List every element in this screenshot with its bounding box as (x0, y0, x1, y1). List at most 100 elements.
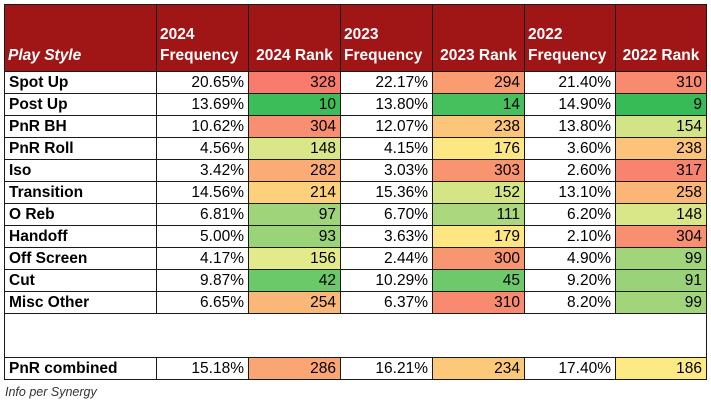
play-style-cell: Handoff (4, 225, 157, 248)
footnote: Info per Synergy (5, 385, 97, 399)
play-style-table: Play Style 2024 Frequency 2024 Rank 2023 F… (4, 4, 707, 380)
spacer-cell (4, 313, 707, 358)
frequency-2024-cell: 3.42% (156, 159, 249, 182)
table-row: Transition 14.56% 214 15.36% 152 13.10% 258 (4, 181, 707, 204)
table-row: Off Screen 4.17% 156 2.44% 300 4.90% 99 (4, 247, 707, 270)
table-row: Handoff 5.00% 93 3.63% 179 2.10% 304 (4, 225, 707, 248)
rank-2023-cell: 238 (432, 115, 525, 138)
combined-row: PnR combined 15.18% 286 16.21% 234 17.40% 186 (4, 357, 707, 380)
frequency-2022-cell: 6.20% (524, 203, 616, 226)
rank-2023-cell: 111 (432, 203, 525, 226)
frequency-2023-cell: 2.44% (340, 247, 433, 270)
header-year: 2023 (344, 26, 379, 43)
frequency-2023-cell: 15.36% (340, 181, 433, 204)
rank-2023-cell: 303 (432, 159, 525, 182)
rank-2022-cell: 154 (615, 115, 707, 138)
header-rank-2023: 2023 Rank (432, 4, 525, 72)
rank-2023-cell: 300 (432, 247, 525, 270)
rank-2024-cell: 10 (248, 93, 341, 116)
play-style-cell: Post Up (4, 93, 157, 116)
rank-2023-cell: 234 (432, 357, 525, 380)
rank-2022-cell: 304 (615, 225, 707, 248)
frequency-2024-cell: 15.18% (156, 357, 249, 380)
header-frequency: Frequency (344, 47, 423, 64)
rank-2022-cell: 317 (615, 159, 707, 182)
rank-2024-cell: 156 (248, 247, 341, 270)
play-style-cell: Transition (4, 181, 157, 204)
frequency-2022-cell: 9.20% (524, 269, 616, 292)
table-row: PnR BH 10.62% 304 12.07% 238 13.80% 154 (4, 115, 707, 138)
frequency-2022-cell: 17.40% (524, 357, 616, 380)
header-freq-2022: 2022 Frequency (524, 4, 616, 72)
frequency-2024-cell: 4.56% (156, 137, 249, 160)
frequency-2022-cell: 13.10% (524, 181, 616, 204)
frequency-2024-cell: 10.62% (156, 115, 249, 138)
header-freq-2023: 2023 Frequency (340, 4, 433, 72)
header-frequency: Frequency (160, 47, 239, 64)
table-row: Spot Up 20.65% 328 22.17% 294 21.40% 310 (4, 71, 707, 94)
rank-2023-cell: 179 (432, 225, 525, 248)
table-row: Cut 9.87% 42 10.29% 45 9.20% 91 (4, 269, 707, 292)
frequency-2022-cell: 21.40% (524, 71, 616, 94)
frequency-2024-cell: 20.65% (156, 71, 249, 94)
play-style-cell: PnR BH (4, 115, 157, 138)
rank-2023-cell: 310 (432, 291, 525, 314)
rank-2023-cell: 294 (432, 71, 525, 94)
rank-2022-cell: 258 (615, 181, 707, 204)
play-style-cell: PnR Roll (4, 137, 157, 160)
header-rank-2022: 2022 Rank (615, 4, 707, 72)
table-row: O Reb 6.81% 97 6.70% 111 6.20% 148 (4, 203, 707, 226)
spacer-row (4, 313, 707, 358)
rank-2022-cell: 238 (615, 137, 707, 160)
header-year: 2022 (528, 26, 563, 43)
frequency-2023-cell: 13.80% (340, 93, 433, 116)
rank-2024-cell: 93 (248, 225, 341, 248)
frequency-2022-cell: 2.10% (524, 225, 616, 248)
header-year: 2024 (160, 26, 195, 43)
rank-2024-cell: 254 (248, 291, 341, 314)
frequency-2023-cell: 6.37% (340, 291, 433, 314)
rank-2024-cell: 304 (248, 115, 341, 138)
rank-2022-cell: 310 (615, 71, 707, 94)
play-style-cell: Cut (4, 269, 157, 292)
rank-2024-cell: 282 (248, 159, 341, 182)
rank-2023-cell: 14 (432, 93, 525, 116)
frequency-2024-cell: 13.69% (156, 93, 249, 116)
frequency-2024-cell: 9.87% (156, 269, 249, 292)
header-row: Play Style 2024 Frequency 2024 Rank 2023 F… (4, 4, 707, 72)
frequency-2022-cell: 14.90% (524, 93, 616, 116)
play-style-cell: Off Screen (4, 247, 157, 270)
frequency-2024-cell: 6.81% (156, 203, 249, 226)
frequency-2023-cell: 10.29% (340, 269, 433, 292)
rank-2024-cell: 97 (248, 203, 341, 226)
rank-2024-cell: 148 (248, 137, 341, 160)
rank-2022-cell: 148 (615, 203, 707, 226)
frequency-2024-cell: 14.56% (156, 181, 249, 204)
frequency-2022-cell: 13.80% (524, 115, 616, 138)
header-frequency: Frequency (528, 47, 607, 64)
play-style-cell: O Reb (4, 203, 157, 226)
rank-2022-cell: 91 (615, 269, 707, 292)
play-style-cell: Misc Other (4, 291, 157, 314)
rank-2022-cell: 9 (615, 93, 707, 116)
frequency-2022-cell: 2.60% (524, 159, 616, 182)
frequency-2024-cell: 4.17% (156, 247, 249, 270)
play-style-cell: Spot Up (4, 71, 157, 94)
table-row: Post Up 13.69% 10 13.80% 14 14.90% 9 (4, 93, 707, 116)
rank-2023-cell: 152 (432, 181, 525, 204)
header-play-style: Play Style (4, 4, 157, 72)
rank-2024-cell: 42 (248, 269, 341, 292)
table-row: PnR Roll 4.56% 148 4.15% 176 3.60% 238 (4, 137, 707, 160)
rank-2022-cell: 99 (615, 247, 707, 270)
frequency-2022-cell: 3.60% (524, 137, 616, 160)
play-style-cell: PnR combined (4, 357, 157, 380)
table-row: Iso 3.42% 282 3.03% 303 2.60% 317 (4, 159, 707, 182)
rank-2024-cell: 328 (248, 71, 341, 94)
rank-2022-cell: 99 (615, 291, 707, 314)
rank-2024-cell: 286 (248, 357, 341, 380)
frequency-2023-cell: 3.63% (340, 225, 433, 248)
frequency-2024-cell: 6.65% (156, 291, 249, 314)
rank-2024-cell: 214 (248, 181, 341, 204)
frequency-2024-cell: 5.00% (156, 225, 249, 248)
frequency-2023-cell: 3.03% (340, 159, 433, 182)
